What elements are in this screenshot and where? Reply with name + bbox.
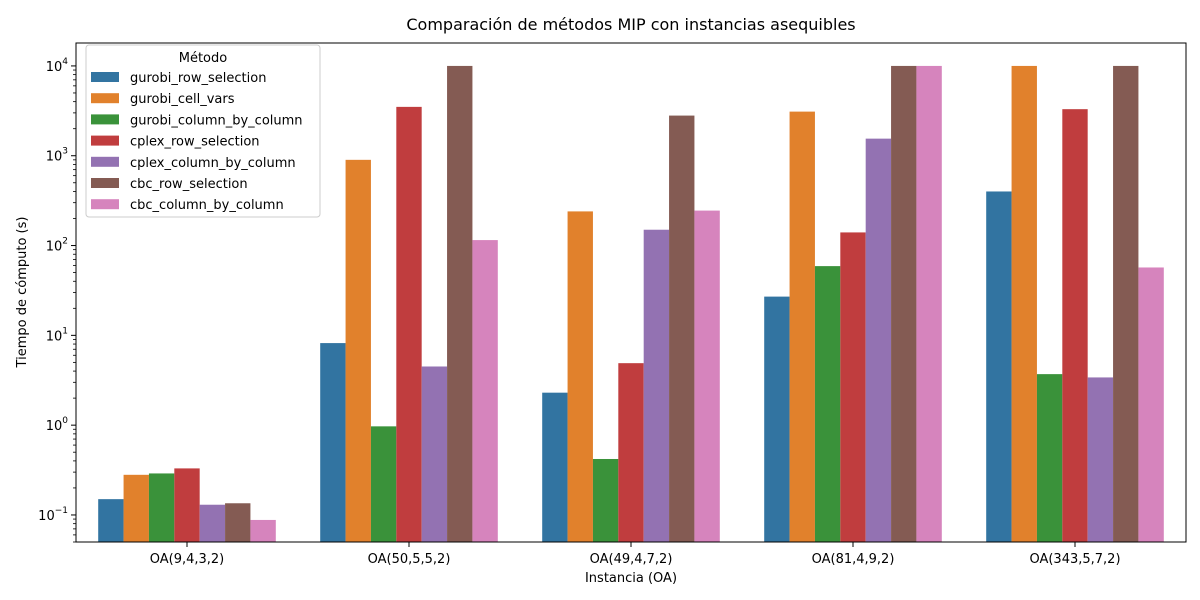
x-tick-label: OA(343,5,7,2): [1029, 552, 1120, 567]
bar-gurobi_column_by_column-2: [592, 458, 619, 542]
legend-label-gurobi_column_by_column: gurobi_column_by_column: [130, 113, 303, 128]
bar-gurobi_cell_vars-0: [123, 474, 149, 542]
x-axis-label: Instancia (OA): [585, 571, 677, 586]
bar-cplex_column_by_column-4: [1087, 377, 1114, 542]
bar-gurobi_cell_vars-1: [345, 159, 371, 542]
bar-cplex_row_selection-3: [840, 232, 866, 543]
bar-gurobi_row_selection-4: [986, 191, 1012, 542]
bar-gurobi_cell_vars-2: [567, 211, 593, 542]
legend-label-gurobi_cell_vars: gurobi_cell_vars: [130, 92, 235, 107]
bar-cplex_row_selection-4: [1062, 109, 1088, 543]
legend-swatch-cbc_row_selection: [91, 178, 119, 188]
x-tick-label: OA(81,4,9,2): [812, 552, 895, 567]
legend-label-cplex_row_selection: cplex_row_selection: [130, 135, 260, 150]
bar-cbc_row_selection-1: [447, 65, 473, 543]
x-tick-label: OA(9,4,3,2): [150, 552, 225, 567]
legend-swatch-gurobi_row_selection: [91, 72, 119, 82]
bar-cbc_column_by_column-3: [916, 65, 942, 543]
legend-swatch-cplex_row_selection: [91, 135, 119, 146]
y-tick-label: 100: [46, 416, 69, 434]
x-tick-label: OA(50,5,5,2): [368, 552, 451, 567]
y-tick-label: 10−1: [38, 506, 68, 524]
bars-group: [98, 65, 1164, 543]
legend-label-cplex_column_by_column: cplex_column_by_column: [130, 156, 296, 171]
chart-title: Comparación de métodos MIP con instancia…: [406, 15, 855, 34]
legend-swatch-cplex_column_by_column: [91, 156, 119, 167]
bar-gurobi_row_selection-3: [764, 296, 790, 542]
legend-title: Método: [179, 51, 228, 66]
legend-label-gurobi_row_selection: gurobi_row_selection: [130, 71, 266, 86]
legend-label-cbc_row_selection: cbc_row_selection: [130, 177, 248, 192]
bar-cbc_column_by_column-0: [250, 519, 276, 542]
bar-cplex_column_by_column-2: [643, 229, 670, 543]
bar-gurobi_column_by_column-1: [370, 426, 397, 542]
bar-cplex_column_by_column-3: [865, 138, 892, 542]
bar-cbc_column_by_column-1: [472, 240, 498, 542]
bar-cplex_column_by_column-0: [199, 504, 226, 542]
bar-cbc_column_by_column-4: [1138, 267, 1164, 542]
bar-gurobi_row_selection-0: [98, 499, 124, 542]
y-tick-label: 104: [46, 57, 69, 75]
bar-cbc_row_selection-3: [891, 65, 917, 543]
axes-group: 10−1 100 101 102 103 104 OA(9,4,3,2) OA(50,5,5,…: [38, 42, 1187, 567]
bar-cbc_row_selection-0: [225, 503, 251, 542]
bar-cplex_row_selection-2: [618, 363, 644, 542]
legend-swatch-gurobi_column_by_column: [91, 114, 119, 125]
legend-frame: [85, 44, 321, 218]
bar-cbc_row_selection-2: [669, 115, 695, 542]
bar-gurobi_cell_vars-4: [1011, 65, 1037, 543]
y-tick-label: 101: [46, 326, 68, 344]
bar-gurobi_column_by_column-0: [148, 473, 175, 542]
bar-cplex_row_selection-1: [396, 106, 422, 543]
y-tick-label: 103: [46, 147, 68, 165]
y-axis-label: Tiempo de cómputo (s): [15, 217, 30, 369]
legend-label-cbc_column_by_column: cbc_column_by_column: [130, 198, 284, 213]
bar-gurobi_row_selection-2: [542, 392, 568, 542]
bar-gurobi_cell_vars-3: [789, 111, 815, 543]
x-tick-label: OA(49,4,7,2): [590, 552, 673, 567]
legend: Método gurobi_row_selection gurobi_cell_va…: [85, 44, 321, 218]
bar-gurobi_column_by_column-3: [814, 266, 841, 542]
legend-swatch-cbc_column_by_column: [91, 199, 119, 210]
y-tick-label: 102: [46, 237, 68, 255]
bar-cbc_row_selection-4: [1113, 65, 1139, 543]
bar-gurobi_row_selection-1: [320, 343, 346, 542]
legend-swatch-gurobi_cell_vars: [91, 93, 119, 104]
bar-cplex_row_selection-0: [174, 468, 200, 542]
bar-cplex_column_by_column-1: [421, 366, 448, 542]
bar-cbc_column_by_column-2: [694, 210, 720, 542]
bar-gurobi_column_by_column-4: [1036, 374, 1063, 542]
